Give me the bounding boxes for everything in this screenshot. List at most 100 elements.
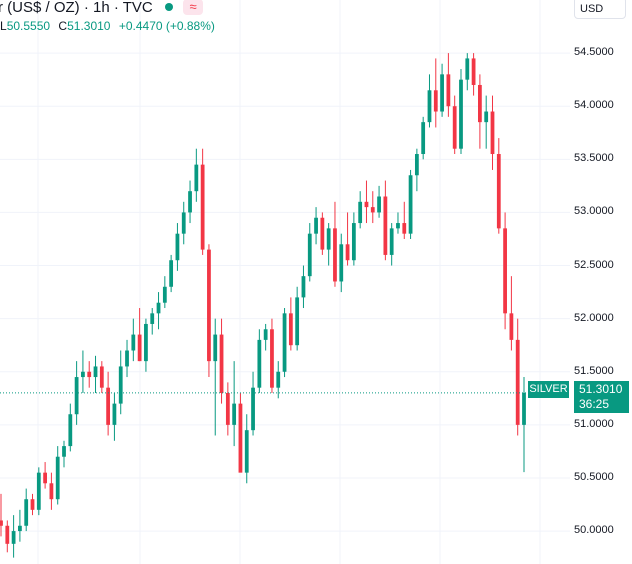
candle [478,74,482,149]
price-tick-label: 50.0000 [574,524,614,537]
candle [396,212,400,234]
candle [232,361,237,447]
low-label: L [0,19,7,33]
price-tick-label: 51.5000 [574,364,614,377]
wave-icon[interactable]: ≈ [183,0,204,15]
candle-body [402,223,407,234]
candle-body [446,74,451,107]
candle-body [503,228,507,314]
candle [333,201,337,287]
candle [150,308,155,335]
candle-body [74,377,79,415]
candle [43,462,47,489]
candle-body [68,414,73,447]
candle-body [112,403,117,425]
candle-body [106,387,111,425]
candle [459,69,463,155]
candle-body [471,58,476,85]
candle-body [36,472,41,510]
candle [503,212,507,330]
candle-body [414,154,419,176]
candle-body [301,276,306,298]
candle [364,180,369,224]
candle-body [18,525,22,532]
candle [320,212,325,255]
candle-body [396,223,400,229]
candle [74,361,79,425]
candle [408,169,413,239]
ohlc-values: L50.5550 C51.3010 +0.4470 (+0.88%) [0,19,220,33]
candle-body [339,244,344,282]
candle [144,318,148,372]
symbol-title[interactable]: r (US$ / OZ) · 1h · TVC [0,0,153,16]
candle-body [93,366,98,378]
price-tick-label: 53.0000 [574,205,614,218]
candle-body [421,122,426,155]
candle [11,515,16,558]
candle [68,403,73,452]
candle [219,318,224,404]
candle-body [144,323,148,362]
candle-body [11,531,16,544]
candle-body [81,371,85,378]
candle [62,440,66,468]
candle-body [307,233,312,277]
candle [326,223,331,266]
candle [106,371,111,436]
candle [515,318,520,436]
candle-body [320,217,325,250]
candle [87,361,92,388]
candle-body [276,371,281,388]
candle [389,223,394,266]
candle [225,382,230,436]
candle [30,493,35,516]
last-price-tag: 51.3010 36:25 [574,381,629,413]
candle-body [295,297,300,346]
price-tick-label: 54.5000 [574,46,614,59]
candle [484,95,489,149]
candle-body [30,499,35,510]
candle-body [333,228,337,282]
candle-body [125,350,129,367]
candle-body [207,249,211,362]
candle-body [270,329,274,388]
candle-body [181,212,186,234]
close-label: C [58,19,68,33]
candle [181,201,186,245]
candle-body [496,154,501,229]
candle-body [150,313,155,324]
candle [118,350,123,415]
candle [276,361,281,399]
candle-body [0,520,3,526]
candle-body [326,228,331,250]
candle [402,201,407,239]
candle [175,223,180,271]
candle-body [377,196,381,213]
candle [131,318,136,362]
close-value: 51.3010 [67,19,111,33]
candle [301,265,306,309]
candle [238,392,243,473]
candle [370,191,375,224]
currency-selector[interactable]: USD [574,0,626,19]
candle [112,392,117,441]
candle [5,520,10,553]
candle-body [131,334,136,351]
candle-body [118,366,123,404]
candle-body [219,334,224,393]
candle [55,446,60,505]
chart-legend: r (US$ / OZ) · 1h · TVC ≈ [0,0,204,16]
candle-body [408,175,413,234]
candle-body [522,392,526,425]
candle-body [156,302,161,314]
candle-body [263,329,268,340]
candle-body [162,286,167,303]
candle [383,180,388,261]
candle-body [490,111,495,155]
candle [207,244,211,378]
candle-body [288,313,293,346]
candle [345,212,350,266]
candle-body [200,164,205,250]
candle-body [509,313,514,340]
